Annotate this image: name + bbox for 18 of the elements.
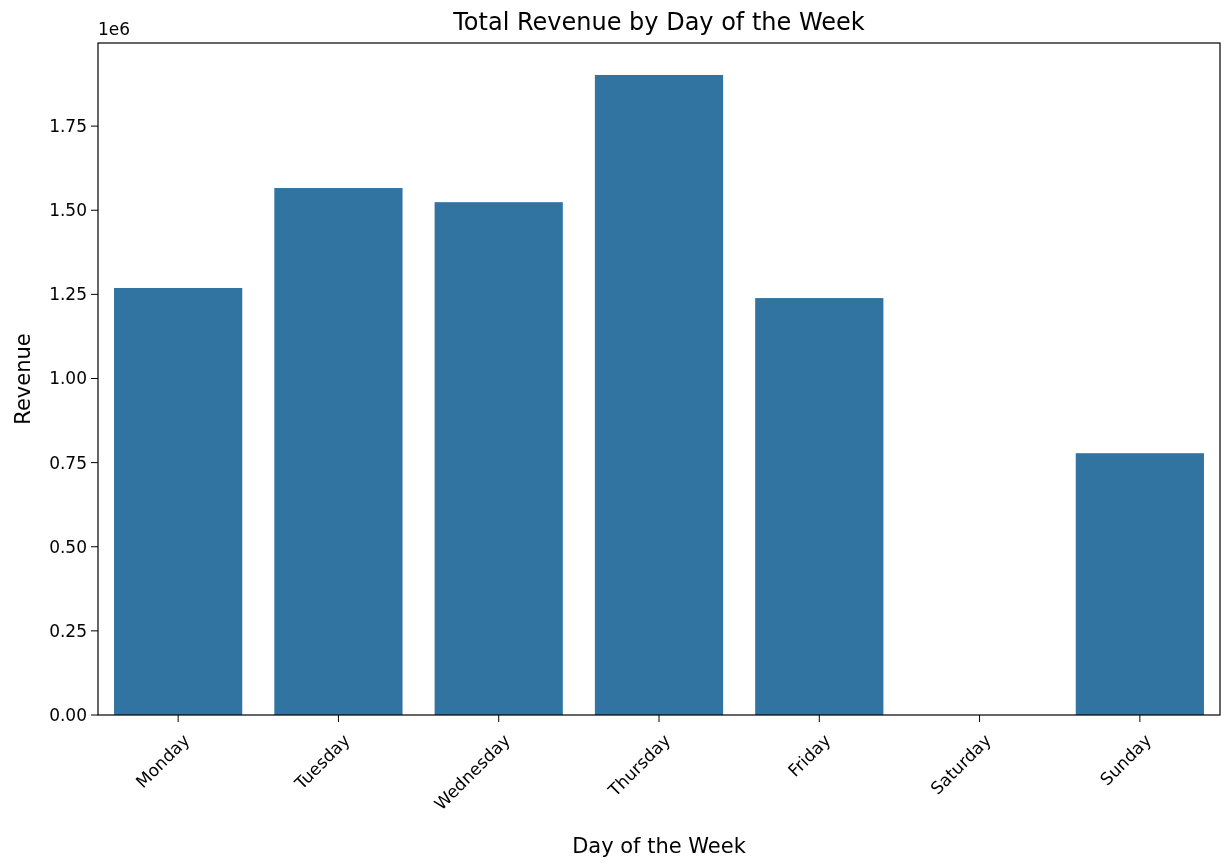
x-axis-title: Day of the Week [572,834,747,858]
y-tick-label: 1.50 [49,200,87,221]
bar [1075,453,1204,715]
y-tick-label: 1.00 [49,368,87,389]
y-tick-label: 1.25 [49,284,87,305]
y-tick-label: 1.75 [49,116,87,137]
y-axis-title: Revenue [11,333,35,425]
y-tick-label: 0.75 [49,452,87,473]
bar [434,202,563,715]
text: 1e6 [98,19,131,39]
y-tick-label: 0.25 [49,620,87,641]
chart-title: Total Revenue by Day of the Week [452,8,865,36]
bar [594,74,724,715]
bar [274,188,403,715]
bar [114,287,243,715]
bar [755,298,884,715]
y-tick-label: 0.00 [49,704,87,725]
y-tick-label: 0.50 [49,536,87,557]
